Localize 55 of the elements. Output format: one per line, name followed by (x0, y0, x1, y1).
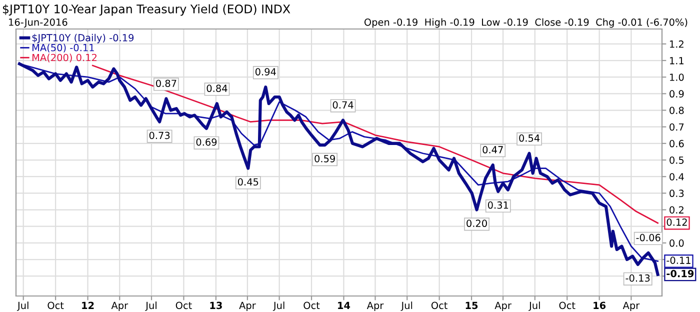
chart-title: $JPT10Y 10-Year Japan Treasury Yield (EOD) INDX (2, 4, 290, 16)
annotation: -0.06 (636, 234, 660, 242)
x-tick-label: Apr (366, 302, 384, 311)
x-tick-label: Oct (304, 302, 320, 310)
annotation: 0.45 (238, 178, 258, 186)
x-tick-label: Jul (16, 302, 28, 311)
y-tick-label: 0.2 (670, 206, 684, 214)
x-tick-label: Jul (145, 302, 156, 311)
annotation: 0.87 (156, 80, 176, 88)
legend-label: MA(50) -0.11 (32, 44, 94, 52)
text: Open -0.19 High -0.19 Low -0.19 Close -0.19 Chg -0.01 (-6.70%) (364, 18, 688, 28)
x-tick-label: Jul (528, 302, 540, 311)
x-tick-label: 14 (338, 302, 350, 309)
x-tick-label: Jul (400, 302, 412, 311)
x-tick-label: 15 (466, 302, 478, 310)
annotation: 0.69 (196, 138, 217, 146)
y-tick-label: 0.6 (670, 140, 684, 148)
annotation: 0.84 (206, 84, 228, 92)
annotation: 0.47 (482, 146, 503, 154)
y-tick-label: 0.0 (670, 239, 684, 247)
x-tick-label: 16 (594, 302, 606, 310)
y-tick-label: 1.2 (670, 40, 684, 48)
legend-label: MA(200) 0.12 (32, 54, 96, 62)
x-tick-label: Jul (272, 302, 284, 311)
x-tick-label: Oct (48, 302, 64, 310)
y-tick-label: 1.0 (670, 74, 684, 81)
y-tick-label: 1.1 (670, 57, 684, 64)
x-tick-label: Oct (431, 302, 448, 310)
x-tick-label: 13 (210, 302, 222, 310)
annotation: 0.73 (149, 132, 170, 140)
annotation: 0.12 (666, 218, 687, 226)
x-tick-label: Apr (622, 302, 640, 311)
annotation: -0.19 (666, 270, 694, 278)
x-tick-label: Oct (176, 302, 192, 310)
annotation: 0.74 (332, 101, 354, 109)
chart-subtitle: 16-Jun-2016 (9, 18, 68, 28)
annotation: 0.59 (314, 154, 335, 162)
x-tick-label: Apr (494, 302, 512, 311)
y-tick-label: 0.4 (670, 173, 684, 180)
annotation: -0.13 (626, 274, 650, 282)
x-tick-label: Apr (239, 302, 256, 311)
x-tick-label: 12 (82, 302, 94, 309)
y-tick-label: 0.9 (670, 90, 684, 98)
x-tick-label: Oct (559, 302, 576, 310)
y-tick-label: 0.3 (670, 190, 684, 198)
annotation: 0.31 (488, 201, 508, 209)
y-tick-label: 0.7 (670, 123, 684, 131)
y-tick-label: 0.5 (670, 156, 684, 164)
annotation: -0.11 (666, 256, 690, 264)
y-tick-label: 0.8 (670, 106, 684, 114)
x-tick-label: Apr (111, 302, 128, 311)
legend-label: $JPT10Y (Daily) -0.19 (32, 34, 134, 44)
annotation: 0.20 (466, 220, 487, 228)
annotation: 0.94 (255, 68, 276, 76)
annotation: 0.54 (519, 134, 540, 142)
